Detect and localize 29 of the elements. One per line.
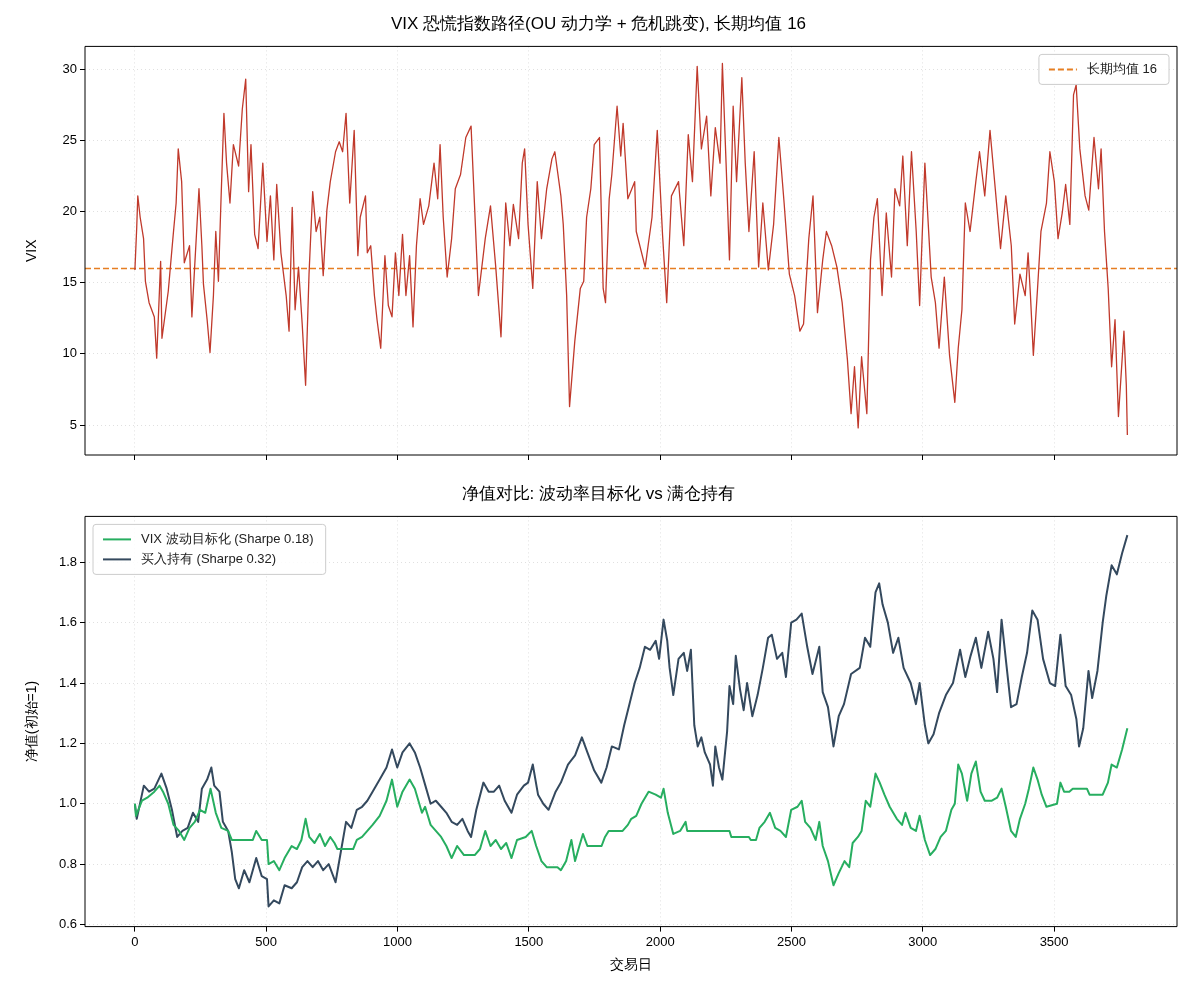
chart-title: 净值对比: 波动率目标化 vs 满仓持有 [461, 483, 736, 503]
x-tick-label: 1500 [514, 933, 544, 949]
x-tick-label: 1000 [383, 933, 412, 949]
x-tick-label: 3500 [1039, 933, 1069, 949]
legend-label: 买入持有 (Sharpe 0.32) [141, 550, 277, 566]
y-tick-label: 0.8 [58, 855, 77, 871]
y-tick-label: 25 [62, 131, 77, 147]
x-tick-label: 2500 [777, 933, 806, 949]
y-tick-label: 1.6 [58, 614, 77, 630]
y-tick-label: 20 [62, 203, 77, 219]
y-tick-label: 1.8 [58, 553, 77, 569]
x-tick-label: 3000 [908, 933, 938, 949]
y-tick-label: 1.2 [58, 734, 77, 750]
y-axis-title: VIX [23, 238, 40, 262]
y-tick-label: 30 [62, 60, 77, 76]
x-tick-label: 500 [255, 933, 278, 949]
y-tick-label: 15 [62, 274, 77, 290]
x-tick-label: 2000 [645, 933, 675, 949]
y-tick-label: 1.4 [58, 674, 77, 690]
legend-label: 长期均值 16 [1086, 60, 1158, 76]
chart-title: VIX 恐慌指数路径(OU 动力学 + 危机跳变), 长期均值 16 [390, 13, 807, 33]
x-tick-label: 0 [131, 933, 139, 949]
legend-label: VIX 波动目标化 (Sharpe 0.18) [141, 530, 314, 546]
y-tick-label: 1.0 [58, 795, 77, 811]
y-axis-title: 净值(初始=1) [23, 680, 40, 763]
y-tick-label: 0.6 [58, 916, 77, 932]
y-tick-label: 5 [69, 416, 77, 432]
y-tick-label: 10 [62, 345, 77, 361]
x-axis-title: 交易日 [610, 956, 652, 973]
